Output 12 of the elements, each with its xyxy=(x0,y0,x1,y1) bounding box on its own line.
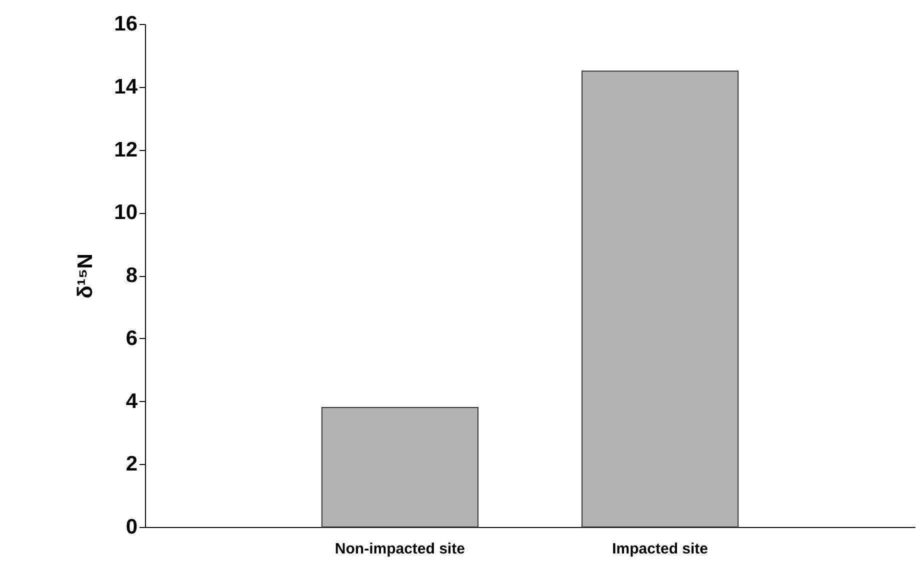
y-tick-label: 16 xyxy=(114,12,138,36)
y-axis-title: δ¹⁵N xyxy=(74,254,98,298)
y-tick-label: 0 xyxy=(126,516,138,538)
y-tick-label: 12 xyxy=(114,138,138,162)
y-tick-label: 14 xyxy=(114,75,138,98)
x-tick-label: Impacted site xyxy=(612,540,708,558)
y-tick-label: 4 xyxy=(126,390,138,413)
y-tick-label: 8 xyxy=(126,264,138,287)
y-tick-label: 2 xyxy=(126,452,138,476)
y-tick-label: 6 xyxy=(126,326,138,350)
y-tick-label: 10 xyxy=(114,201,138,224)
x-tick-label: Non-impacted site xyxy=(334,540,465,558)
